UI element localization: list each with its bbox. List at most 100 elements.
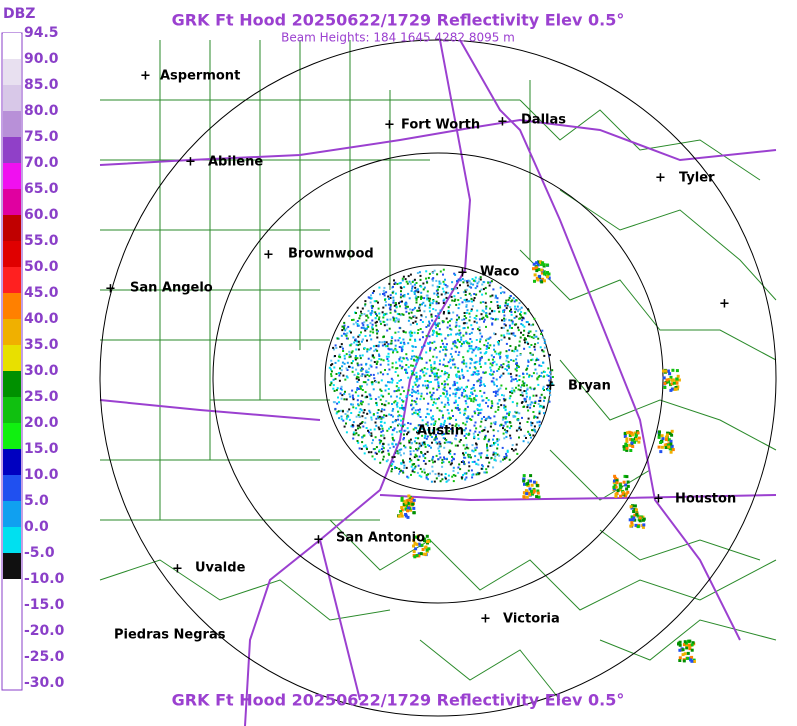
echo-pixel [680, 648, 683, 652]
echo-pixel [377, 396, 380, 399]
echo-pixel [460, 461, 463, 463]
echo-pixel [506, 420, 509, 423]
echo-pixel [525, 392, 528, 395]
echo-pixel [445, 343, 448, 346]
echo-pixel [398, 379, 401, 382]
echo-pixel [447, 334, 450, 336]
echo-pixel [527, 409, 530, 412]
echo-pixel [631, 433, 635, 437]
echo-pixel [527, 417, 530, 420]
echo-pixel [510, 390, 513, 393]
echo-pixel [522, 479, 526, 483]
echo-pixel [420, 291, 423, 294]
echo-pixel [393, 401, 396, 404]
echo-pixel [453, 344, 456, 347]
echo-pixel [491, 361, 494, 364]
echo-pixel [432, 277, 435, 280]
echo-pixel [449, 360, 451, 362]
echo-pixel [446, 393, 448, 396]
echo-pixel [511, 349, 514, 352]
echo-pixel [537, 260, 540, 264]
echo-pixel [377, 318, 380, 321]
echo-pixel [480, 288, 483, 291]
echo-pixel [476, 370, 479, 373]
echo-pixel [454, 444, 457, 447]
echo-pixel [468, 342, 471, 345]
echo-pixel [386, 373, 389, 376]
echo-pixel [442, 290, 445, 293]
echo-pixel [390, 348, 393, 351]
echo-pixel [449, 327, 452, 330]
echo-pixel [353, 433, 356, 436]
echo-pixel [637, 436, 641, 440]
echo-pixel [450, 328, 453, 331]
echo-pixel [499, 387, 502, 390]
echo-pixel [496, 402, 499, 405]
echo-pixel [530, 336, 533, 339]
echo-pixel [490, 301, 493, 303]
echo-pixel [474, 421, 477, 424]
echo-pixel [535, 269, 539, 273]
echo-pixel [514, 378, 517, 380]
echo-pixel [422, 336, 424, 339]
echo-pixel [425, 423, 428, 426]
echo-pixel [362, 425, 365, 428]
echo-pixel [426, 368, 429, 371]
echo-pixel [413, 278, 416, 281]
echo-pixel [392, 317, 395, 320]
echo-pixel [497, 368, 500, 371]
echo-pixel [504, 417, 507, 420]
echo-pixel [443, 446, 446, 449]
echo-pixel [363, 452, 366, 455]
echo-pixel [444, 370, 447, 373]
echo-pixel [432, 300, 435, 303]
echo-pixel [421, 357, 423, 360]
echo-pixel [403, 429, 406, 432]
echo-pixel [357, 427, 359, 430]
echo-pixel [465, 341, 468, 344]
echo-pixel [437, 368, 440, 371]
echo-pixel [426, 450, 429, 453]
echo-pixel [335, 373, 338, 375]
echo-pixel [424, 384, 427, 387]
echo-pixel [395, 431, 398, 434]
legend-label: -5.0 [24, 545, 55, 561]
echo-pixel [444, 403, 447, 406]
echo-pixel [399, 454, 402, 457]
echo-pixel [356, 362, 359, 365]
echo-pixel [486, 338, 489, 340]
echo-pixel [378, 428, 381, 431]
echo-pixel [440, 410, 443, 413]
echo-pixel [369, 373, 372, 376]
echo-pixel [393, 309, 396, 312]
echo-pixel [433, 340, 436, 343]
echo-pixel [419, 467, 422, 470]
echo-pixel [414, 286, 417, 289]
echo-pixel [492, 391, 495, 393]
echo-pixel [397, 418, 400, 421]
echo-pixel [493, 383, 496, 386]
echo-pixel [367, 403, 370, 406]
echo-pixel [418, 424, 421, 427]
echo-pixel [492, 453, 495, 456]
echo-pixel [377, 409, 380, 411]
echo-pixel [430, 394, 433, 397]
echo-pixel [402, 338, 405, 341]
echo-pixel [336, 411, 339, 414]
echo-pixel [479, 379, 482, 382]
echo-pixel [401, 300, 403, 303]
echo-pixel [485, 348, 488, 350]
echo-pixel [363, 373, 366, 376]
echo-pixel [387, 381, 389, 384]
echo-pixel [413, 308, 416, 311]
echo-pixel [513, 390, 516, 393]
echo-pixel [413, 283, 416, 286]
echo-pixel [455, 418, 457, 421]
echo-pixel [439, 346, 442, 348]
echo-pixel [459, 439, 462, 441]
echo-pixel [469, 362, 472, 365]
echo-pixel [534, 343, 537, 346]
echo-pixel [346, 376, 349, 379]
city: + [497, 115, 508, 130]
echo-pixel [534, 416, 537, 418]
